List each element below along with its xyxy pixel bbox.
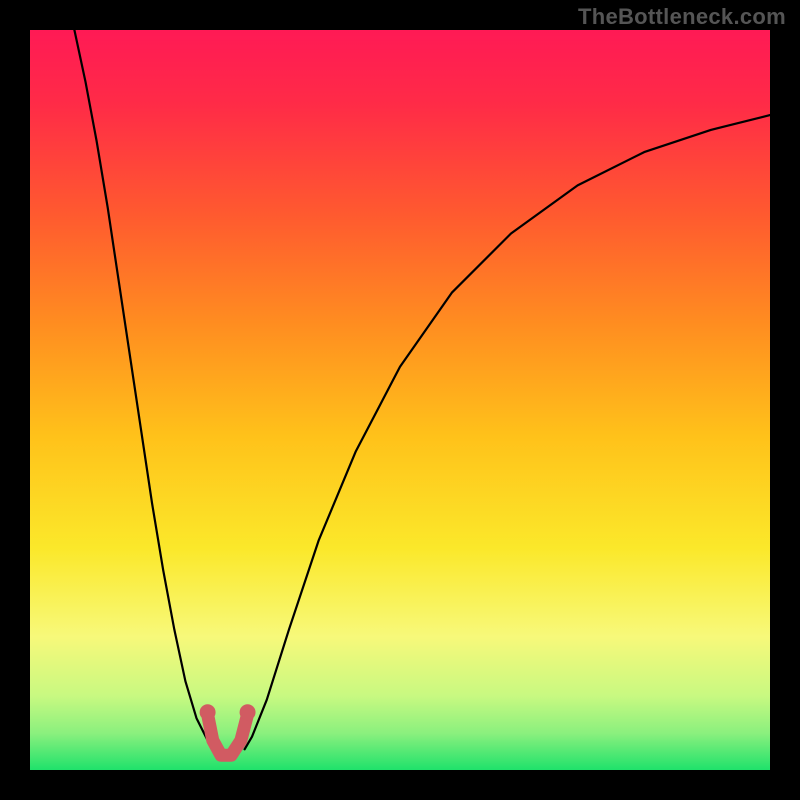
plot-background bbox=[30, 30, 770, 770]
watermark-label: TheBottleneck.com bbox=[578, 4, 786, 30]
pink-u-endpoint-2 bbox=[240, 704, 256, 720]
bottleneck-chart bbox=[0, 0, 800, 800]
pink-u-endpoint-1 bbox=[200, 704, 216, 720]
chart-root: TheBottleneck.com bbox=[0, 0, 800, 800]
